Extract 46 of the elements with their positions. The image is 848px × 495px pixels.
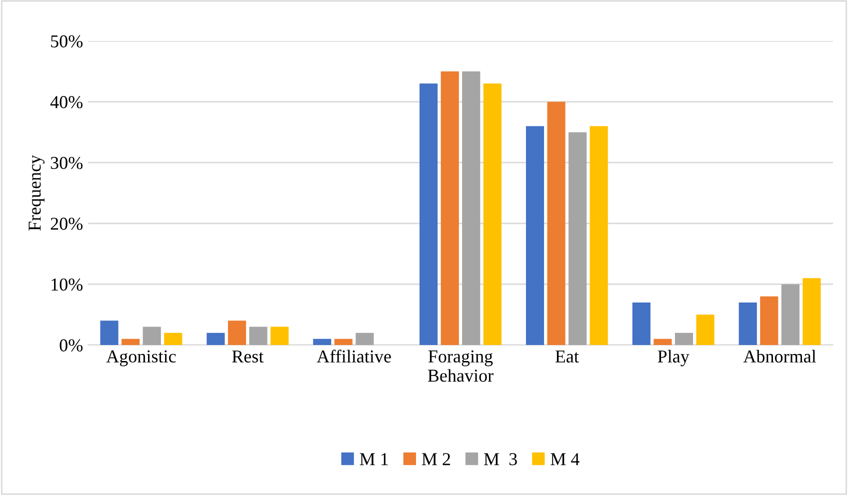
bar xyxy=(122,338,140,345)
x-tick-label: Play xyxy=(658,350,690,366)
y-tick-label: 40% xyxy=(50,96,83,108)
y-tick-label: 20% xyxy=(50,218,83,230)
y-tick-label: 0% xyxy=(60,339,83,352)
bar xyxy=(654,338,672,345)
bar xyxy=(100,320,118,345)
legend-label: M 4 xyxy=(550,453,580,466)
legend-label: M 2 xyxy=(422,453,450,466)
legend-label: M 1 xyxy=(360,453,388,466)
bar xyxy=(526,126,544,345)
x-axis-title: Behavior xyxy=(428,369,494,382)
bar xyxy=(142,326,161,345)
y-tick-label: 50% xyxy=(51,35,83,48)
bar xyxy=(781,284,800,345)
bar xyxy=(568,132,587,345)
x-tick-label: Agonistic xyxy=(106,350,176,366)
bar xyxy=(420,84,438,345)
bar xyxy=(249,326,268,345)
bar xyxy=(164,332,182,345)
bar xyxy=(696,314,714,345)
x-tick-label: Abnormal xyxy=(743,350,816,363)
bar xyxy=(462,71,480,345)
bar xyxy=(334,338,352,345)
bar xyxy=(206,332,225,345)
x-tick-label: Eat xyxy=(555,350,579,363)
bar xyxy=(760,296,778,345)
bar xyxy=(590,126,608,345)
bar xyxy=(547,102,566,345)
bar xyxy=(356,332,374,345)
bar xyxy=(738,302,757,345)
bar xyxy=(313,338,332,345)
bar xyxy=(228,320,246,345)
bar xyxy=(632,302,650,345)
x-tick-label: Rest xyxy=(232,350,264,363)
y-axis-title: Frequency xyxy=(28,154,44,231)
bar xyxy=(270,326,289,345)
bar xyxy=(440,71,459,345)
bar xyxy=(802,278,821,345)
bar xyxy=(483,84,502,345)
bar xyxy=(674,332,694,345)
legend-label: M 3 xyxy=(484,453,517,466)
x-tick-label: Foraging xyxy=(428,350,493,366)
y-tick-label: 10% xyxy=(52,278,83,291)
y-tick-label: 30% xyxy=(50,156,83,170)
x-tick-label: Affiliative xyxy=(316,350,391,363)
